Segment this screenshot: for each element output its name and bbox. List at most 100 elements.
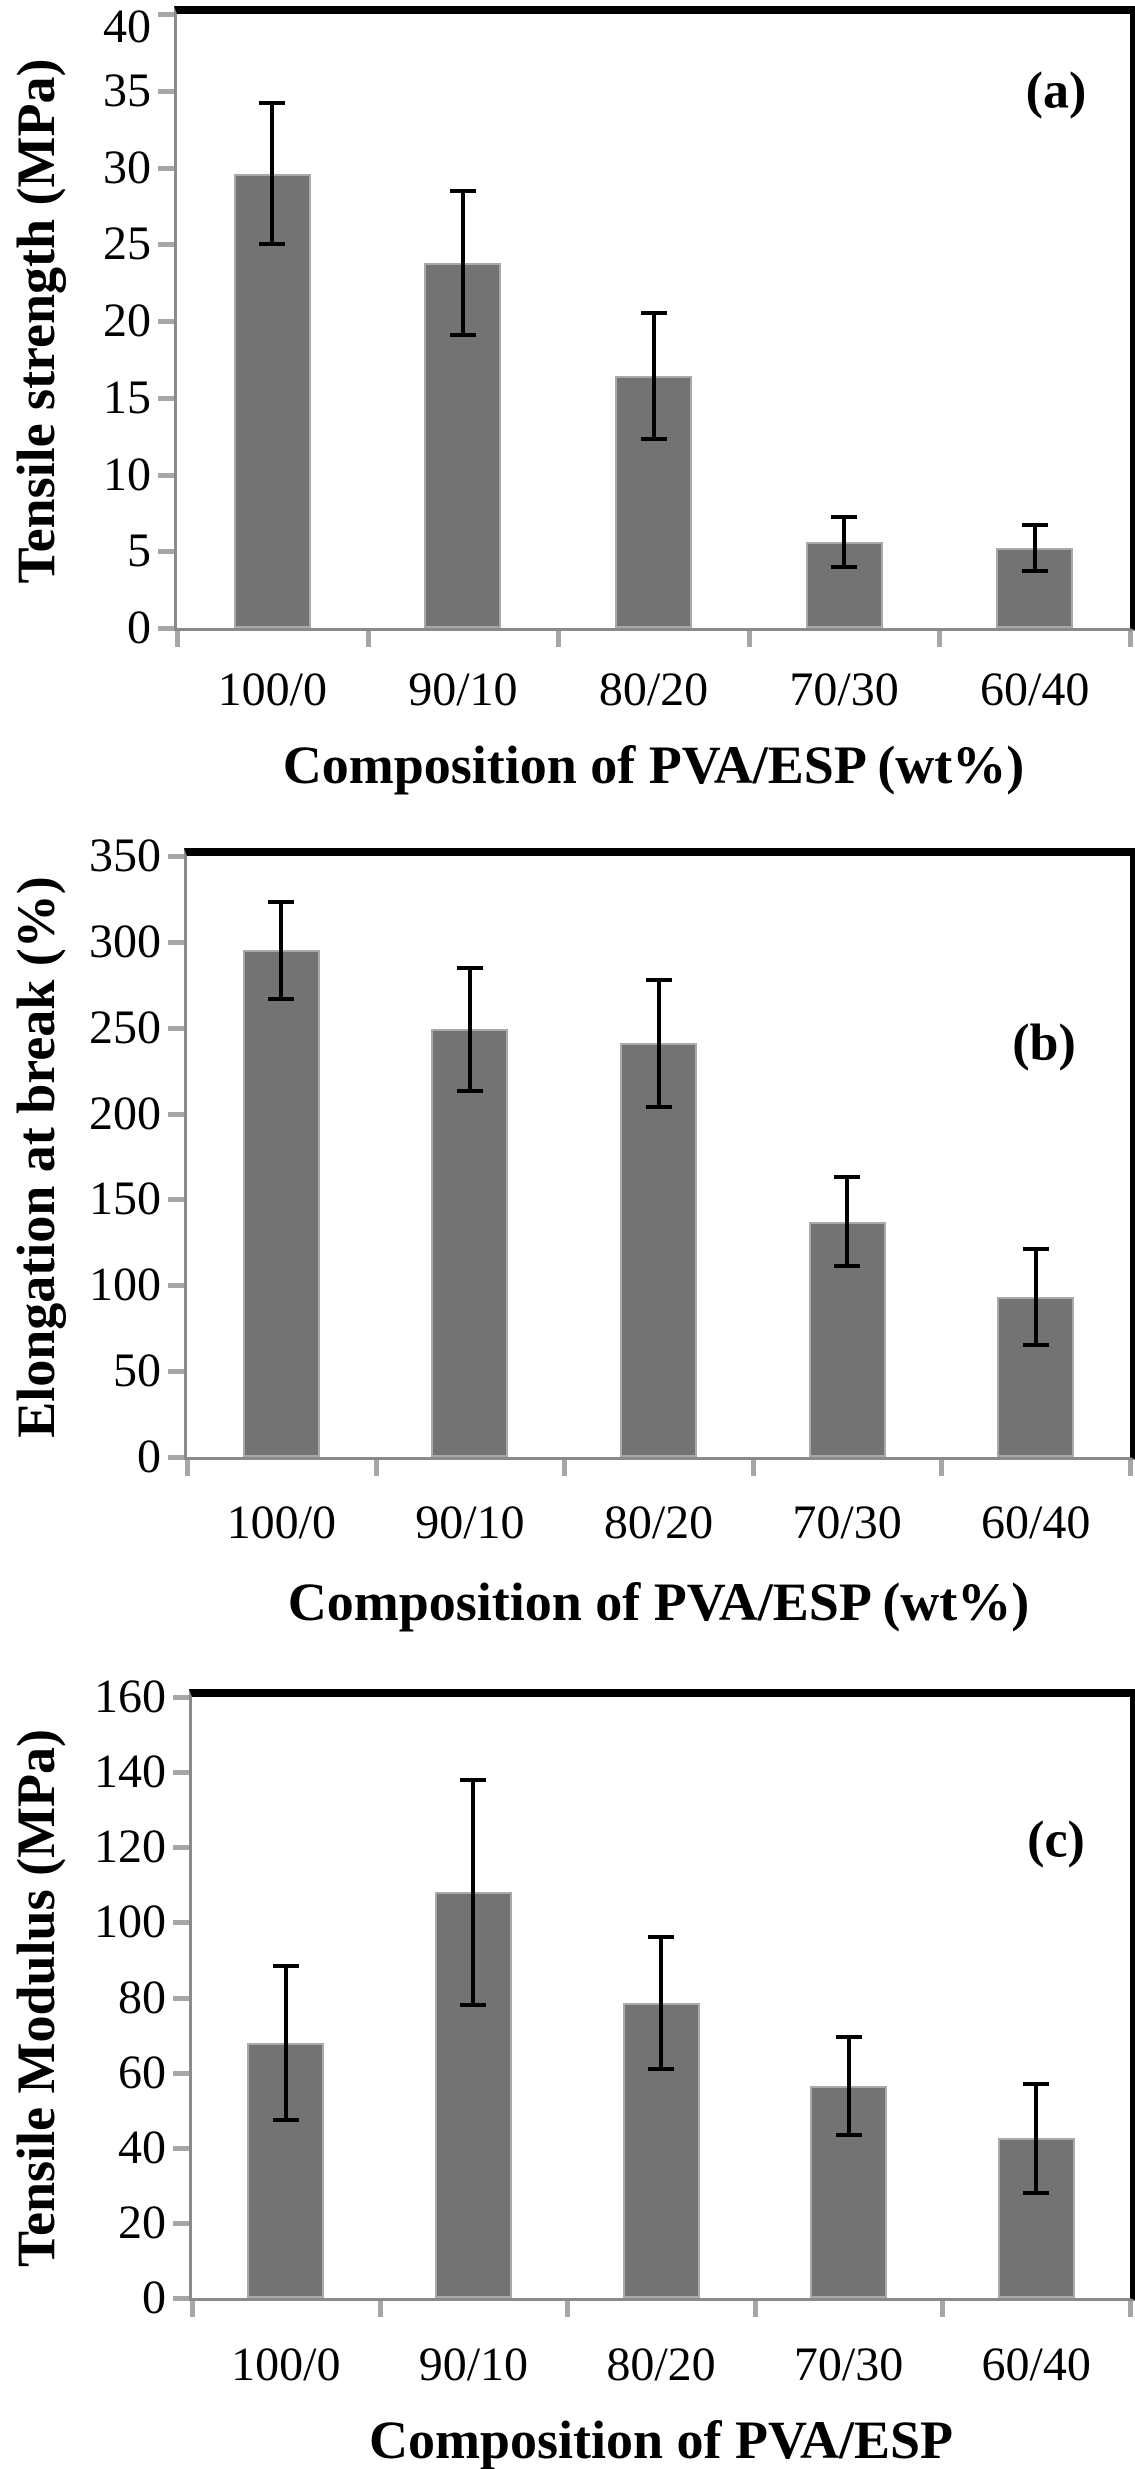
- y-tick-label: 160: [94, 1670, 166, 1723]
- error-bar-cap-bottom: [834, 1264, 861, 1269]
- x-tick-mark: [940, 2301, 946, 2317]
- error-bar-line: [283, 1965, 288, 2120]
- y-tick-mark: [168, 1283, 184, 1289]
- error-bar-cap-top: [272, 1963, 299, 1968]
- error-bar-line: [467, 967, 472, 1092]
- y-tick-label: 80: [118, 1970, 166, 2024]
- panel-label-a: (a): [1025, 62, 1087, 120]
- x-tick-mark: [556, 631, 562, 647]
- error-bar-line: [471, 1779, 476, 2005]
- y-tick-mark: [158, 395, 174, 401]
- error-bar-line: [279, 902, 284, 999]
- bar: [615, 376, 692, 628]
- x-tick-mark: [1128, 2301, 1133, 2317]
- y-tick-label: 0: [142, 2271, 166, 2324]
- panel-label-c: (c): [1027, 1811, 1085, 1869]
- x-tick-mark: [1128, 631, 1133, 647]
- y-tick-mark: [168, 1111, 184, 1117]
- error-bar-cap-top: [268, 900, 295, 905]
- y-tick-label: 300: [89, 914, 161, 968]
- y-tick-mark: [158, 242, 174, 248]
- y-tick-mark: [173, 1695, 189, 1700]
- y-tick-mark: [173, 2220, 189, 2226]
- x-axis-title-b: Composition of PVA/ESP (wt%): [287, 1572, 1030, 1632]
- y-tick-mark: [158, 165, 174, 171]
- x-category-label: 90/10: [418, 2338, 529, 2391]
- y-tick-label: 25: [103, 217, 151, 271]
- y-tick-mark: [158, 472, 174, 478]
- error-bar-cap-top: [456, 965, 483, 970]
- error-bar-line: [845, 1177, 850, 1267]
- error-bar-cap-top: [831, 515, 858, 520]
- y-tick-mark: [168, 1025, 184, 1031]
- x-tick-mark: [1128, 1460, 1133, 1476]
- x-category-label: 90/10: [408, 663, 518, 716]
- y-tick-label: 35: [103, 63, 151, 117]
- y-tick-mark: [173, 1995, 189, 2001]
- error-bar-cap-top: [1022, 1247, 1049, 1252]
- error-bar-line: [1032, 525, 1037, 572]
- error-bar-line: [1034, 2083, 1039, 2193]
- y-tick-label: 20: [103, 294, 151, 347]
- error-bar-line: [656, 979, 661, 1107]
- x-category-label: 80/20: [606, 2338, 716, 2391]
- y-tick-label: 350: [89, 829, 161, 882]
- x-category-label: 100/0: [217, 663, 327, 716]
- y-tick-mark: [158, 12, 174, 17]
- y-tick-mark: [173, 1920, 189, 1926]
- y-tick-label: 10: [103, 447, 151, 501]
- error-bar-line: [659, 1937, 663, 2069]
- error-bar-cap-top: [645, 977, 672, 982]
- x-category-label: 60/40: [981, 1496, 1091, 1549]
- bar: [805, 542, 883, 628]
- y-tick-label: 200: [89, 1086, 161, 1140]
- x-tick-mark: [752, 2301, 758, 2317]
- y-tick-mark: [173, 2145, 189, 2151]
- bar: [431, 1029, 509, 1457]
- y-tick-mark: [158, 549, 174, 555]
- y-tick-label: 0: [137, 1430, 161, 1483]
- y-tick-mark: [158, 626, 174, 631]
- x-tick-mark: [565, 2301, 571, 2317]
- error-bar-cap-top: [640, 311, 667, 316]
- error-bar-cap-top: [835, 2034, 862, 2039]
- x-category-label: 60/40: [981, 2338, 1091, 2391]
- error-bar-line: [270, 103, 275, 245]
- y-tick-label: 50: [113, 1344, 161, 1398]
- y-tick-mark: [158, 88, 174, 94]
- error-bar-line: [842, 517, 847, 567]
- y-tick-label: 60: [118, 2045, 166, 2099]
- y-tick-label: 250: [89, 1000, 161, 1054]
- bar: [247, 2042, 325, 2298]
- error-bar-cap-top: [1023, 2081, 1050, 2086]
- y-tick-mark: [173, 2296, 189, 2301]
- x-category-label: 70/30: [789, 663, 899, 716]
- y-tick-label: 100: [94, 1895, 166, 1949]
- x-tick-mark: [750, 1460, 756, 1476]
- y-tick-label: 15: [103, 370, 151, 424]
- x-tick-mark: [190, 2301, 195, 2317]
- bar: [242, 950, 320, 1457]
- y-tick-label: 100: [89, 1258, 161, 1312]
- bar: [233, 173, 311, 628]
- chart-panel-c: Tensile Modulus (MPa) (c) Composition of…: [0, 1646, 1135, 2469]
- x-category-label: 70/30: [793, 2338, 904, 2391]
- error-bar-cap-bottom: [272, 2117, 299, 2122]
- y-tick-label: 150: [89, 1172, 161, 1226]
- y-tick-mark: [158, 319, 174, 324]
- error-bar-cap-bottom: [268, 996, 295, 1001]
- y-tick-label: 30: [103, 140, 151, 194]
- x-tick-mark: [939, 1460, 945, 1476]
- error-bar-cap-bottom: [1023, 2190, 1050, 2195]
- chart-panel-b: Elongation at break (%) (b) Composition …: [0, 823, 1135, 1646]
- y-tick-label: 5: [127, 524, 151, 578]
- bar: [434, 1892, 512, 2298]
- error-bar-cap-top: [834, 1175, 861, 1180]
- x-tick-mark: [377, 2301, 383, 2317]
- x-tick-mark: [185, 1460, 190, 1476]
- x-tick-mark: [373, 1460, 379, 1476]
- bar: [620, 1043, 697, 1457]
- y-tick-label: 40: [118, 2120, 166, 2174]
- error-bar-cap-bottom: [648, 2066, 674, 2071]
